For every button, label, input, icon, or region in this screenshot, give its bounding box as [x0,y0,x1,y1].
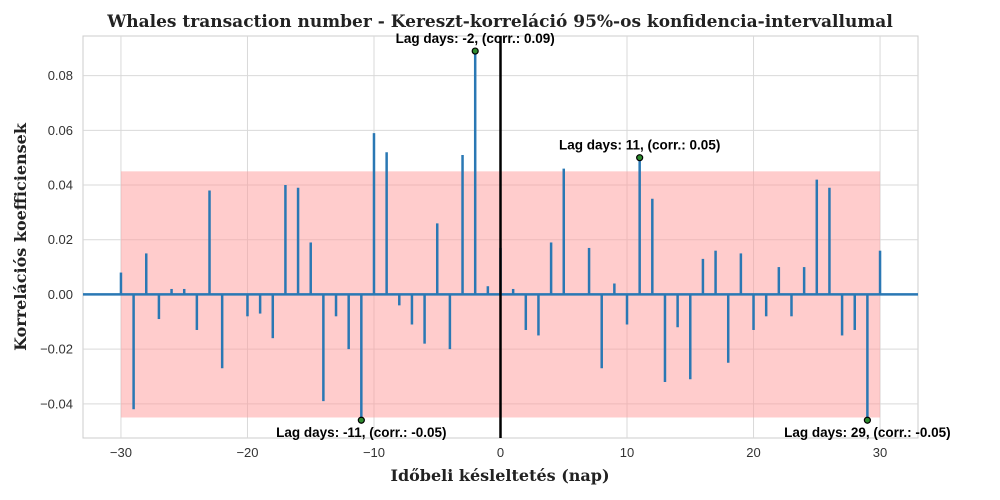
annotations: Lag days: -2, (corr.: 0.09) Lag days: 11,… [276,31,950,440]
x-tick-label: 20 [746,445,760,460]
y-tick-label: 0.08 [48,68,73,83]
y-tick-label: −0.04 [40,396,73,411]
y-tick-label: −0.02 [40,342,73,357]
annotation-label: Lag days: 29, (corr.: -0.05) [784,425,951,440]
stems [119,51,882,421]
x-tick-label: −20 [236,445,258,460]
x-tick-label: 10 [620,445,634,460]
x-tick-label: −30 [110,445,132,460]
y-tick-label: 0.04 [48,178,73,193]
annotation-marker [636,154,644,162]
annotation-marker [863,416,871,424]
annotation-label: Lag days: -2, (corr.: 0.09) [396,31,555,46]
y-tick-label: 0.00 [48,287,73,302]
chart-title: Whales transaction number - Kereszt-korr… [106,12,893,32]
annotation-markers [357,47,871,424]
y-ticks: −0.04 −0.02 0.00 0.02 0.04 0.06 0.08 [40,68,73,411]
annotation-marker [471,47,479,55]
x-ticks: −30 −20 −10 0 10 20 30 [110,445,887,460]
y-axis-label: Korrelációs koefficiensek [11,122,30,351]
annotation-label: Lag days: -11, (corr.: -0.05) [276,425,446,440]
x-tick-label: 30 [873,445,887,460]
y-tick-label: 0.06 [48,123,73,138]
annotation-label: Lag days: 11, (corr.: 0.05) [559,138,720,153]
x-tick-label: 0 [497,445,504,460]
annotation-marker [357,416,365,424]
x-tick-label: −10 [363,445,385,460]
y-tick-label: 0.02 [48,232,73,247]
x-axis-label: Időbeli késleltetés (nap) [390,466,609,485]
